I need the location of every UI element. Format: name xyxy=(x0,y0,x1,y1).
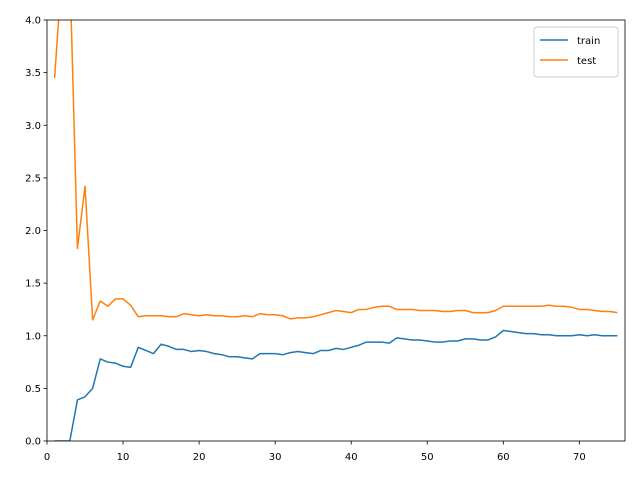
y-tick-label: 2.0 xyxy=(25,226,41,237)
x-tick-label: 40 xyxy=(345,452,358,463)
x-tick-label: 50 xyxy=(421,452,434,463)
y-tick-label: 2.5 xyxy=(25,173,41,184)
legend-box xyxy=(533,26,619,78)
y-tick-label: 3.0 xyxy=(25,121,41,132)
y-tick-label: 1.0 xyxy=(25,331,41,342)
y-tick-label: 4.0 xyxy=(25,16,41,27)
legend-label: train xyxy=(577,36,600,47)
y-tick-label: 0.0 xyxy=(25,437,41,448)
x-tick-label: 70 xyxy=(573,452,586,463)
x-tick-label: 60 xyxy=(497,452,510,463)
y-tick-label: 3.5 xyxy=(25,68,41,79)
x-tick-label: 30 xyxy=(269,452,282,463)
x-tick-label: 20 xyxy=(193,452,206,463)
x-tick-label: 10 xyxy=(117,452,130,463)
plot-frame xyxy=(46,19,626,442)
y-tick-label: 0.5 xyxy=(25,384,41,395)
y-tick-label: 1.5 xyxy=(25,279,41,290)
x-tick-label: 0 xyxy=(44,452,50,463)
series-line xyxy=(54,329,618,441)
plot-lines xyxy=(53,20,618,441)
series-line xyxy=(53,20,618,321)
legend-label: test xyxy=(577,56,596,67)
